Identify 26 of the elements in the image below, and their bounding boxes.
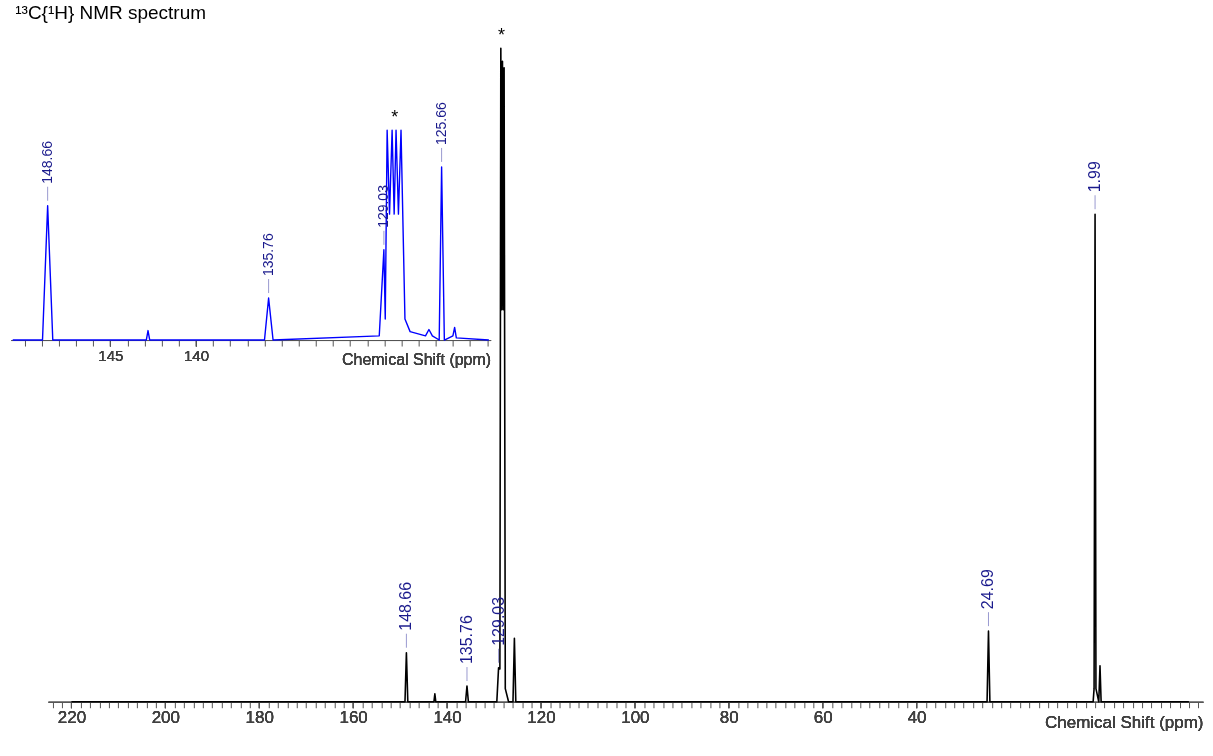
x-tick-label: 220 (57, 708, 87, 728)
annotation: 148.66 (38, 140, 55, 184)
annotation: 129.03 (374, 184, 391, 228)
x-axis-title: Chemical Shift (ppm) (342, 350, 492, 368)
annotation: 148.66 (397, 581, 415, 631)
x-tick-label: 60 (813, 708, 833, 728)
x-tick-label: 40 (907, 708, 927, 728)
x-tick-label: 80 (719, 708, 739, 728)
x-tick-label: 120 (527, 708, 556, 728)
x-axis-title: Chemical Shift (ppm) (1045, 713, 1204, 733)
annotation: * (391, 107, 399, 128)
annotation: 1.99 (1086, 161, 1104, 193)
annotation: 135.76 (259, 233, 276, 277)
x-tick-label: 100 (621, 708, 650, 728)
x-tick-label: 145 (98, 346, 124, 364)
annotation: 129.03 (489, 596, 507, 646)
annotation: 125.66 (432, 101, 449, 145)
annotation: 135.76 (457, 615, 475, 665)
annotation: 24.69 (979, 569, 997, 610)
chart-title: ¹³C{¹H} NMR spectrum (15, 2, 207, 24)
x-tick-label: 180 (245, 708, 274, 728)
x-tick-label: 160 (339, 708, 368, 728)
x-tick-label: 140 (433, 708, 462, 728)
annotation: * (498, 25, 506, 46)
x-tick-label: 140 (183, 346, 209, 364)
x-tick-label: 200 (151, 708, 180, 728)
